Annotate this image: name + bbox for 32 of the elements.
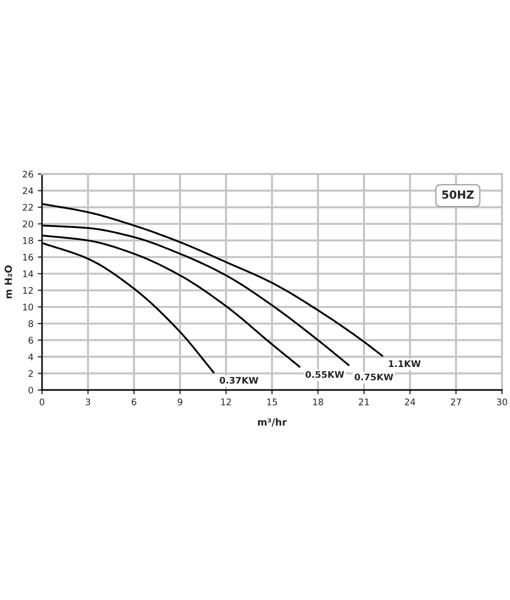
y-tick-label: 20 (22, 220, 34, 228)
y-axis-title: m H₂O (4, 265, 12, 298)
y-tick-label: 4 (28, 354, 34, 360)
x-tick-label: 18 (313, 398, 324, 406)
y-tick-label: 8 (28, 320, 34, 328)
y-tick-label: 24 (22, 187, 34, 194)
series-label: 1.1KW (388, 360, 421, 367)
x-tick-label: 0 (40, 398, 44, 406)
series-label: 0.37KW (220, 376, 258, 384)
x-tick-label: 24 (404, 398, 416, 406)
y-tick-label: 12 (23, 287, 33, 294)
x-tick-label: 9 (178, 398, 182, 406)
x-tick-label: 15 (267, 398, 277, 406)
y-tick-label: 22 (22, 204, 33, 211)
x-tick-label: 27 (450, 398, 461, 406)
x-tick-label: 21 (358, 398, 369, 406)
x-tick-label: 3 (86, 398, 90, 406)
series-label: 0.55KW (306, 371, 344, 378)
y-tick-label: 10 (23, 304, 34, 310)
y-tick-label: 6 (28, 336, 34, 344)
y-tick-label: 16 (23, 254, 34, 261)
y-tick-label: 2 (28, 370, 33, 377)
y-tick-label: 14 (23, 270, 34, 278)
x-axis-title: m³/hr (258, 418, 287, 426)
annotation: 50HZ (442, 190, 474, 199)
y-tick-label: 18 (23, 237, 34, 244)
x-tick-label: 12 (221, 398, 231, 406)
series-label: 0.75KW (354, 374, 394, 380)
x-tick-label: 30 (496, 398, 508, 406)
y-tick-label: 0 (28, 386, 34, 394)
y-tick-label: 26 (22, 170, 34, 178)
x-tick-label: 6 (132, 398, 136, 406)
